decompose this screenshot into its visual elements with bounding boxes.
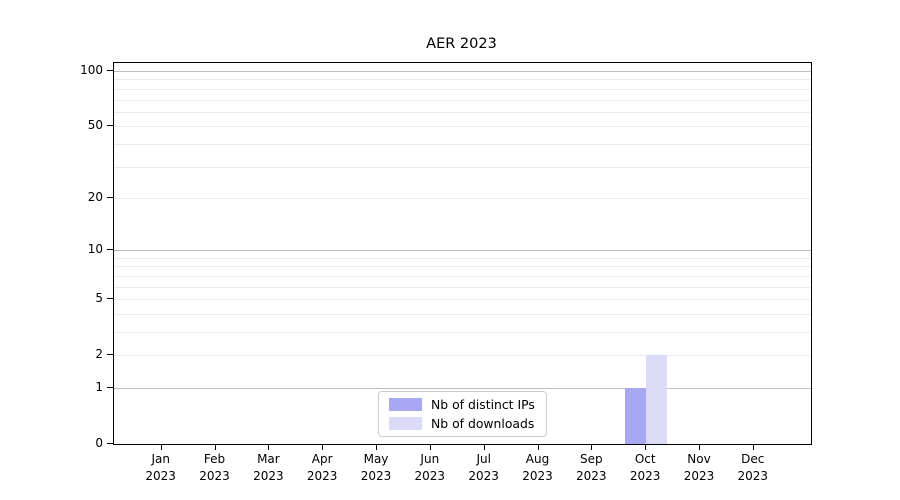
minor-gridline	[114, 166, 811, 168]
legend-swatch-distinct-ips	[389, 398, 422, 411]
y-tick-label: 10	[87, 242, 103, 257]
minor-gridline	[114, 286, 811, 288]
minor-gridline	[114, 355, 811, 357]
bar-oct-nb-of-downloads	[646, 355, 668, 444]
minor-gridline	[114, 299, 811, 301]
x-tick	[483, 444, 485, 450]
major-gridline	[114, 250, 811, 252]
legend: Nb of distinct IPs Nb of downloads	[378, 391, 547, 437]
major-gridline	[114, 388, 811, 389]
minor-gridline	[114, 257, 811, 259]
minor-gridline	[114, 88, 811, 90]
x-tick-label: Nov 2023	[683, 452, 715, 483]
x-tick-label: Jun 2023	[414, 452, 446, 483]
x-tick-label: Oct 2023	[629, 452, 661, 483]
x-tick	[160, 444, 162, 450]
x-tick-label: Jul 2023	[468, 452, 499, 483]
legend-label-distinct-ips: Nb of distinct IPs	[431, 397, 535, 412]
x-tick	[214, 444, 216, 450]
minor-gridline	[114, 197, 811, 199]
chart-title: AER 2023	[426, 36, 497, 52]
minor-gridline	[114, 79, 811, 81]
x-tick-label: May 2023	[360, 452, 392, 483]
x-tick	[752, 444, 754, 450]
y-tick	[107, 196, 113, 198]
minor-gridline	[114, 99, 811, 101]
bar-oct-nb-of-distinct-ips	[625, 388, 647, 444]
y-tick-label: 50	[87, 118, 103, 133]
x-tick	[591, 444, 593, 450]
x-tick-label: Aug 2023	[522, 452, 553, 483]
minor-gridline	[114, 111, 811, 113]
y-tick	[107, 249, 113, 251]
major-gridline	[114, 71, 811, 72]
minor-gridline	[114, 275, 811, 277]
x-tick	[429, 444, 431, 450]
x-tick	[376, 444, 377, 450]
x-tick	[268, 444, 270, 450]
minor-gridline	[114, 332, 811, 333]
minor-gridline	[114, 143, 811, 145]
x-tick	[537, 444, 539, 450]
x-tick-label: Dec 2023	[737, 452, 769, 483]
x-tick-label: Mar 2023	[253, 452, 284, 483]
y-tick	[107, 298, 113, 300]
y-tick	[107, 443, 113, 444]
y-tick-label: 5	[95, 291, 103, 306]
x-tick	[322, 444, 324, 450]
x-tick-label: Sep 2023	[576, 452, 607, 483]
legend-item-downloads: Nb of downloads	[389, 416, 535, 431]
x-tick-label: Jan 2023	[145, 452, 176, 483]
x-tick	[645, 444, 647, 450]
legend-swatch-downloads	[389, 417, 422, 430]
x-tick-label: Feb 2023	[199, 452, 230, 483]
x-tick	[699, 444, 700, 450]
x-tick-label: Apr 2023	[306, 452, 338, 483]
y-tick	[107, 387, 113, 388]
y-tick-label: 20	[87, 189, 103, 204]
minor-gridline	[114, 126, 811, 128]
plot-area	[113, 62, 812, 445]
minor-gridline	[114, 266, 811, 268]
y-tick	[107, 70, 113, 71]
y-tick	[107, 354, 113, 356]
y-tick-label: 100	[80, 63, 103, 77]
y-tick-label: 0	[95, 436, 103, 450]
y-tick-label: 1	[95, 380, 103, 394]
y-tick	[107, 125, 113, 127]
legend-label-downloads: Nb of downloads	[431, 416, 535, 431]
y-tick-label: 2	[95, 347, 103, 362]
legend-item-distinct-ips: Nb of distinct IPs	[389, 397, 535, 412]
minor-gridline	[114, 313, 811, 315]
